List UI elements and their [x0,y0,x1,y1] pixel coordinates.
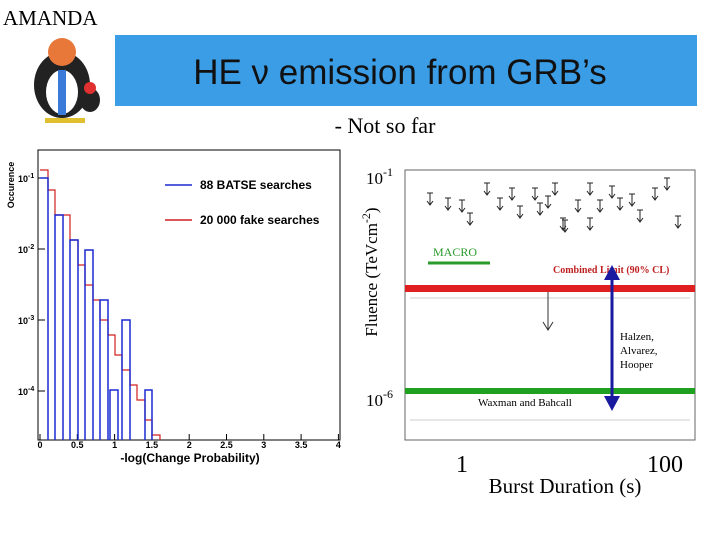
y-axis-label: Fluence (TeVcm-2) [359,207,381,336]
limit-arrow [444,197,452,211]
limit-arrow [596,199,604,213]
legend-label: 88 BATSE searches [200,178,312,192]
x-tick-label: 2 [187,440,192,450]
y-tick-label: 10-4 [18,386,34,397]
limit-arrow [616,197,624,211]
x-tick-label: 0.5 [71,440,84,450]
limit-arrow [586,217,594,231]
left-plot: Occurence 10-1 10-2 10-3 10-4 0 0.5 1 1.5 2 2.5 3 3… [6,149,341,465]
x-tick-label: 2.5 [220,440,233,450]
subtitle: - Not so far [335,113,436,138]
limit-arrow [516,205,524,219]
macro-label: MACRO [433,245,477,259]
x-tick-label: 3.5 [295,440,308,450]
limit-arrow [561,219,569,233]
limit-arrow [466,212,474,226]
limit-arrow [426,192,434,206]
limit-arrow [608,185,616,199]
waxman-band [405,388,695,394]
x-axis-label: Burst Duration (s) [489,474,642,498]
limit-arrow [586,182,594,196]
mascot [34,38,100,123]
limit-arrow [458,199,466,213]
limit-arrow [636,209,644,223]
y-tick-label: 10-1 [18,173,34,184]
limit-arrow [544,195,552,209]
y-tick-label: 10-6 [366,387,393,410]
title: HE ν emission from GRB’s [193,53,607,92]
limit-arrow [674,215,682,229]
combined-limit-band [405,285,695,292]
x-tick-label: 4 [336,440,341,450]
limit-arrow [663,177,671,191]
x-tick-label: 1 [456,452,468,478]
x-tick-label: 3 [261,440,266,450]
limit-arrow [551,182,559,196]
y-tick-label: 10-3 [18,315,34,326]
x-tick-label: 0 [37,440,42,450]
limit-arrow [531,187,539,201]
y-axis-label: Occurence [6,162,16,209]
limit-arrow [508,187,516,201]
arrow-head [542,321,554,331]
limit-arrow [496,197,504,211]
corner-label: AMANDA [3,6,98,30]
x-tick-label: 1.5 [146,440,159,450]
range-arrow-heads [604,265,620,411]
limit-arrow [574,199,582,213]
waxman-label: Waxman and Bahcall [478,397,572,409]
fake-histogram [40,169,161,440]
x-axis-label: -log(Change Probability) [120,451,259,465]
halzen-label: Halzen, Alvarez, Hooper [620,331,660,371]
limit-arrow [651,187,659,201]
y-tick-label: 10-2 [18,244,34,255]
batse-histogram [40,177,153,440]
x-tick-label: 1 [112,440,117,450]
x-tick-label: 100 [647,452,683,478]
limit-arrow [536,202,544,216]
y-tick-label: 10-1 [366,165,393,188]
limit-arrow [483,182,491,196]
right-plot: MACRO Combined Limit (90% CL) Halzen, Al… [359,165,696,498]
legend-label: 20 000 fake searches [200,213,320,227]
limit-arrow [628,193,636,207]
title-banner [115,35,697,106]
